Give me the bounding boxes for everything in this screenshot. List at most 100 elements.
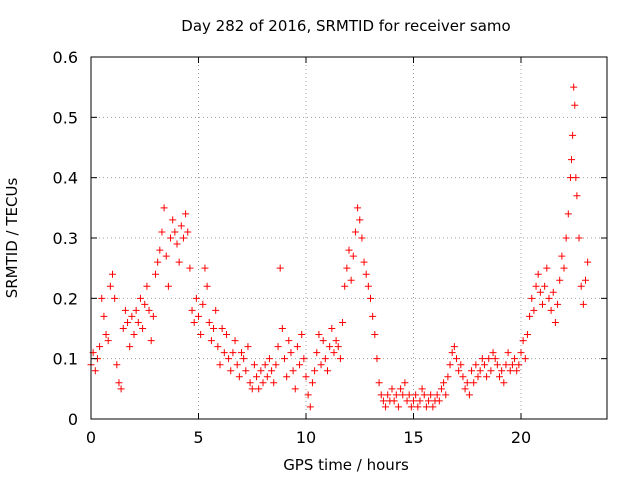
data-point bbox=[235, 373, 243, 381]
data-point bbox=[225, 355, 233, 363]
data-point bbox=[371, 331, 379, 339]
data-point bbox=[207, 337, 215, 345]
data-point bbox=[222, 331, 230, 339]
data-point bbox=[362, 270, 370, 278]
data-point bbox=[304, 391, 312, 399]
data-point bbox=[461, 385, 469, 393]
data-point bbox=[384, 391, 392, 399]
data-point bbox=[300, 355, 308, 363]
data-point bbox=[523, 331, 531, 339]
data-point bbox=[162, 252, 170, 260]
data-point bbox=[519, 337, 527, 345]
data-point bbox=[119, 325, 127, 332]
data-point bbox=[111, 294, 119, 302]
data-point bbox=[528, 294, 536, 302]
data-point bbox=[238, 349, 245, 357]
data-point bbox=[339, 318, 347, 326]
y-tick-label: 0 bbox=[68, 410, 78, 429]
data-point bbox=[483, 373, 491, 381]
data-point bbox=[347, 276, 355, 284]
data-point bbox=[478, 355, 486, 363]
data-point bbox=[281, 355, 288, 363]
data-point bbox=[250, 361, 258, 369]
data-point bbox=[113, 361, 121, 369]
data-point bbox=[248, 385, 256, 393]
data-point bbox=[444, 373, 452, 381]
data-point bbox=[358, 234, 366, 242]
data-points bbox=[87, 83, 592, 411]
data-point bbox=[369, 312, 377, 320]
data-point bbox=[246, 379, 254, 387]
data-point bbox=[349, 252, 357, 260]
data-point bbox=[293, 343, 301, 351]
data-point bbox=[298, 331, 306, 339]
data-point bbox=[287, 349, 295, 357]
data-point bbox=[480, 361, 488, 369]
data-point bbox=[476, 367, 484, 375]
data-point bbox=[278, 325, 286, 332]
x-tick-label: 10 bbox=[296, 428, 316, 447]
data-point bbox=[336, 355, 344, 363]
data-point bbox=[410, 397, 417, 405]
data-point bbox=[364, 282, 372, 290]
x-tick-label: 0 bbox=[86, 428, 96, 447]
data-point bbox=[470, 379, 478, 387]
data-point bbox=[106, 282, 114, 290]
data-point bbox=[182, 210, 190, 218]
data-point bbox=[407, 403, 415, 411]
data-point bbox=[427, 391, 435, 399]
data-point bbox=[491, 355, 499, 363]
data-point bbox=[496, 373, 503, 381]
data-point bbox=[272, 361, 280, 369]
data-point bbox=[102, 331, 110, 339]
data-point bbox=[433, 391, 441, 399]
y-tick-label: 0.2 bbox=[53, 289, 78, 308]
data-point bbox=[474, 373, 482, 381]
data-point bbox=[572, 174, 580, 182]
data-point bbox=[513, 367, 521, 375]
data-point bbox=[134, 318, 142, 326]
data-point bbox=[582, 276, 589, 284]
data-point bbox=[500, 379, 508, 387]
data-point bbox=[377, 391, 385, 399]
data-point bbox=[560, 264, 568, 272]
data-point bbox=[233, 361, 241, 369]
data-point bbox=[571, 101, 579, 109]
data-point bbox=[242, 367, 250, 375]
data-point bbox=[569, 131, 577, 139]
data-point bbox=[229, 349, 237, 357]
data-point bbox=[104, 337, 112, 345]
data-point bbox=[511, 355, 519, 363]
data-point bbox=[158, 228, 166, 236]
data-point bbox=[530, 306, 538, 314]
grid bbox=[91, 57, 607, 419]
data-point bbox=[171, 228, 179, 236]
data-point bbox=[448, 349, 456, 357]
y-tick-label: 0.6 bbox=[53, 48, 78, 67]
data-point bbox=[285, 337, 293, 345]
data-point bbox=[437, 385, 445, 393]
data-point bbox=[498, 367, 506, 375]
data-point bbox=[130, 331, 138, 339]
data-point bbox=[296, 361, 304, 369]
data-point bbox=[197, 331, 205, 339]
data-point bbox=[345, 246, 353, 254]
data-point bbox=[573, 192, 581, 200]
data-point bbox=[210, 325, 218, 332]
data-point bbox=[425, 397, 433, 405]
data-point bbox=[534, 270, 542, 278]
data-point bbox=[506, 367, 514, 375]
data-point bbox=[367, 294, 374, 302]
data-point bbox=[558, 252, 566, 260]
data-point bbox=[388, 385, 396, 393]
data-point bbox=[547, 306, 555, 314]
y-tick-label: 0.5 bbox=[53, 108, 78, 127]
data-point bbox=[216, 361, 224, 369]
data-point bbox=[96, 343, 104, 351]
data-point bbox=[255, 385, 263, 393]
data-point bbox=[313, 349, 321, 357]
data-point bbox=[214, 343, 222, 351]
data-point bbox=[115, 379, 123, 387]
data-point bbox=[440, 379, 448, 387]
